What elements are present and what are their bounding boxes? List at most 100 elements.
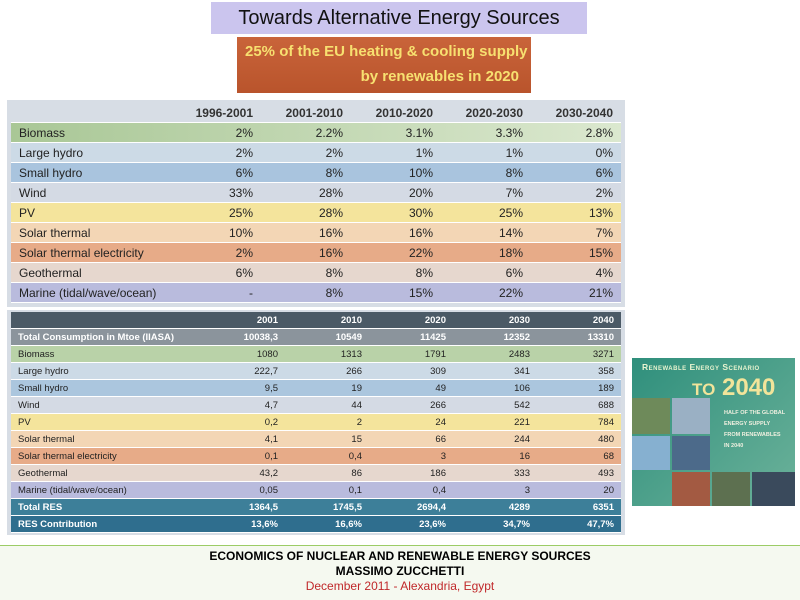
value-cell: 10549	[285, 328, 369, 346]
table-row: Solar thermal electricity 2% 16% 22% 18% 15%	[11, 242, 621, 263]
value-cell: 19	[285, 379, 369, 397]
value-cell: 6%	[531, 162, 621, 183]
value-cell: 13310	[537, 328, 621, 346]
table-row: PV 25% 28% 30% 25% 13%	[11, 202, 621, 223]
value-cell: 4,7	[201, 396, 285, 414]
value-cell: 1%	[441, 142, 531, 163]
report-cover: Renewable Energy Scenario to 2040 Half o…	[632, 358, 795, 506]
column-header: 2030-2040	[531, 103, 621, 123]
value-cell: 25%	[441, 202, 531, 223]
value-cell: 2%	[531, 182, 621, 203]
value-cell: 6351	[537, 498, 621, 516]
value-cell: 25%	[171, 202, 261, 223]
cover-subheading: to 2040	[692, 374, 776, 401]
value-cell: 13%	[531, 202, 621, 223]
value-cell: 43,2	[201, 464, 285, 482]
value-cell: 1%	[351, 142, 441, 163]
cover-note: Half of the global energy supply from re…	[724, 408, 785, 452]
value-cell: 11425	[369, 328, 453, 346]
consumption-table-panel: 2001 2010 2020 2030 2040 Total Consumption in…	[7, 310, 625, 535]
value-cell: 3.1%	[351, 122, 441, 143]
value-cell: 688	[537, 396, 621, 414]
value-cell: 3	[369, 447, 453, 465]
cover-note-line: energy supply	[724, 421, 771, 427]
table-row: Wind 33% 28% 20% 7% 2%	[11, 182, 621, 203]
table-row: Total RES 1364,5 1745,5 2694,4 4289 6351	[11, 498, 621, 516]
row-label: PV	[11, 202, 171, 223]
cover-note-line: in 2040	[724, 443, 744, 449]
column-header: 2020	[369, 312, 453, 329]
value-cell: 33%	[171, 182, 261, 203]
value-cell: 30%	[351, 202, 441, 223]
row-label: Geothermal	[11, 464, 201, 482]
row-label: RES Contribution	[11, 515, 201, 533]
header-row: 2001 2010 2020 2030 2040	[11, 312, 621, 329]
table-row: Solar thermal 4,1 15 66 244 480	[11, 430, 621, 448]
value-cell: 1364,5	[201, 498, 285, 516]
cover-photo	[632, 436, 670, 470]
row-label: Geothermal	[11, 262, 171, 283]
value-cell: 8%	[351, 262, 441, 283]
table-row: Wind 4,7 44 266 542 688	[11, 396, 621, 414]
value-cell: 1745,5	[285, 498, 369, 516]
row-label: Solar thermal	[11, 430, 201, 448]
value-cell: 44	[285, 396, 369, 414]
value-cell: 1791	[369, 345, 453, 363]
value-cell: 542	[453, 396, 537, 414]
value-cell: 189	[537, 379, 621, 397]
value-cell: 16,6%	[285, 515, 369, 533]
row-label: Small hydro	[11, 162, 171, 183]
table-row: Geothermal 43,2 86 186 333 493	[11, 464, 621, 482]
growth-table-panel: 1996-2001 2001-2010 2010-2020 2020-2030 2030…	[7, 100, 625, 307]
value-cell: 106	[453, 379, 537, 397]
value-cell: 1080	[201, 345, 285, 363]
value-cell: 0,1	[285, 481, 369, 499]
table-row: PV 0,2 2 24 221 784	[11, 413, 621, 431]
value-cell: 6%	[441, 262, 531, 283]
value-cell: 28%	[261, 182, 351, 203]
consumption-table: 2001 2010 2020 2030 2040 Total Consumption in…	[11, 312, 621, 533]
header-row: 1996-2001 2001-2010 2010-2020 2020-2030 2030…	[11, 103, 621, 123]
column-header: 2020-2030	[441, 103, 531, 123]
table-row: Large hydro 222,7 266 309 341 358	[11, 362, 621, 380]
value-cell: 16%	[351, 222, 441, 243]
column-header: 1996-2001	[171, 103, 261, 123]
value-cell: 9,5	[201, 379, 285, 397]
value-cell: 8%	[261, 262, 351, 283]
banner-line: 25% of the EU heating & cooling supply	[245, 43, 528, 60]
value-cell: 0,1	[201, 447, 285, 465]
slide-title: Towards Alternative Energy Sources	[211, 2, 587, 34]
column-header: 2040	[537, 312, 621, 329]
value-cell: 10%	[351, 162, 441, 183]
value-cell: 22%	[441, 282, 531, 303]
table-row: Solar thermal electricity 0,1 0,4 3 16 68	[11, 447, 621, 465]
cover-photo	[672, 436, 710, 470]
value-cell: 16%	[261, 222, 351, 243]
footer: ECONOMICS OF NUCLEAR AND RENEWABLE ENERG…	[0, 545, 800, 600]
value-cell: 49	[369, 379, 453, 397]
value-cell: 20	[537, 481, 621, 499]
value-cell: 2%	[171, 242, 261, 263]
value-cell: 28%	[261, 202, 351, 223]
value-cell: 7%	[531, 222, 621, 243]
value-cell: 186	[369, 464, 453, 482]
value-cell: 8%	[441, 162, 531, 183]
row-label: Large hydro	[11, 362, 201, 380]
value-cell: 2483	[453, 345, 537, 363]
value-cell: 4,1	[201, 430, 285, 448]
table-row: Marine (tidal/wave/ocean) 0,05 0,1 0,4 3 20	[11, 481, 621, 499]
column-header: 2010	[285, 312, 369, 329]
table-row: Large hydro 2% 2% 1% 1% 0%	[11, 142, 621, 163]
value-cell: 2694,4	[369, 498, 453, 516]
value-cell: 22%	[351, 242, 441, 263]
footer-line: ECONOMICS OF NUCLEAR AND RENEWABLE ENERG…	[209, 549, 591, 563]
table-row: Marine (tidal/wave/ocean) -8% 15% 22% 21%	[11, 282, 621, 303]
value-cell: 2.8%	[531, 122, 621, 143]
value-cell: 480	[537, 430, 621, 448]
value-cell: 15	[285, 430, 369, 448]
value-cell: 3.3%	[441, 122, 531, 143]
value-cell: 15%	[531, 242, 621, 263]
cover-photo	[672, 472, 710, 506]
cover-photo	[752, 472, 795, 506]
